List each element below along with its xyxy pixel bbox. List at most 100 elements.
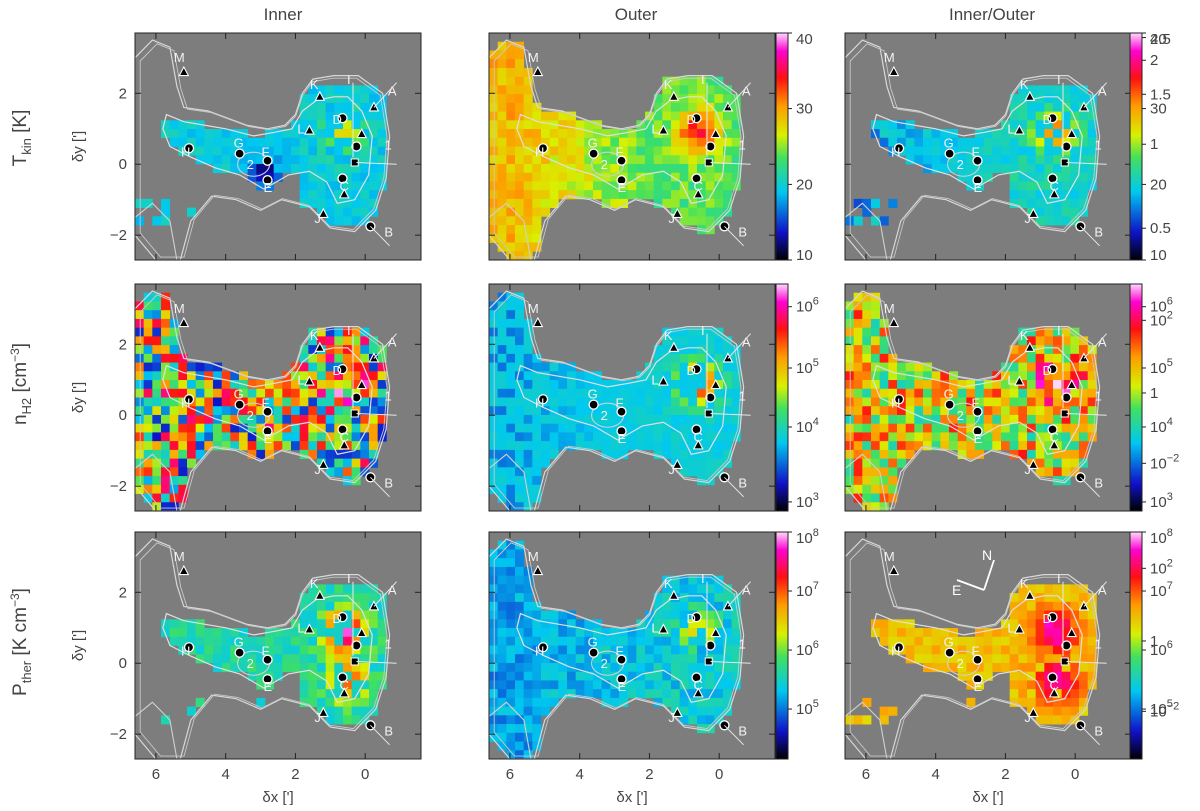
heatmap-cell (1035, 458, 1045, 468)
x-tick-label: 0 (1071, 766, 1079, 783)
heatmap-cell (506, 414, 516, 425)
heatmap-cell (558, 662, 568, 673)
leader-line (724, 225, 744, 247)
marker-triangle (303, 124, 315, 135)
heatmap-cell (601, 380, 611, 390)
heatmap-cell (377, 362, 387, 372)
heatmap-cell (497, 566, 507, 577)
compass-east-line (956, 579, 985, 591)
heatmap-cell (515, 732, 525, 742)
heatmap-cell (575, 619, 585, 629)
heatmap-cell (705, 601, 715, 611)
heatmap-cell (299, 102, 309, 112)
heatmap-cell (1044, 706, 1054, 716)
heatmap-cell (291, 406, 301, 416)
heatmap-cell (497, 102, 507, 112)
heatmap-cell (273, 441, 283, 451)
marker-triangle (888, 564, 900, 576)
heatmap-cell (523, 654, 533, 664)
heatmap-cell (593, 432, 603, 442)
heatmap-cell (497, 558, 507, 568)
heatmap-cell (334, 715, 344, 725)
marker-triangle (368, 101, 380, 112)
heatmap-cell (351, 458, 361, 468)
heatmap-cell (213, 137, 223, 147)
heatmap-cell (369, 371, 379, 381)
heatmap-cell (187, 423, 197, 433)
marker-label: B (738, 475, 747, 490)
heatmap-cell (213, 146, 223, 156)
heatmap-cell (497, 163, 507, 174)
heatmap-cell (888, 406, 898, 416)
heatmap-cell (377, 146, 387, 156)
heatmap-cell (506, 120, 516, 130)
heatmap-cell (1009, 120, 1019, 130)
heatmap-cell (377, 163, 387, 174)
marker-triangle (368, 600, 380, 611)
heatmap-cell (169, 423, 179, 433)
heatmap-cell (653, 198, 663, 209)
heatmap-cell (506, 689, 516, 699)
contour-outer-2 (493, 43, 742, 258)
heatmap-cell (143, 441, 153, 451)
heatmap-cell (679, 645, 689, 655)
heatmap-cell (983, 129, 993, 139)
heatmap-cell (343, 163, 353, 174)
marker-circle (972, 674, 983, 685)
heatmap-cell (308, 362, 318, 372)
heatmap-cell (334, 345, 344, 355)
heatmap-cell (549, 163, 559, 174)
colorbar-tick-label: 0.5 (1150, 220, 1171, 237)
heatmap-cell (888, 449, 898, 460)
heatmap-cell (325, 584, 335, 594)
colorbar-tick-label: 1 (1150, 633, 1158, 650)
heatmap-cell (135, 476, 145, 486)
heatmap-cell (489, 724, 499, 734)
heatmap-cell (1079, 406, 1089, 416)
heatmap-cell (497, 198, 507, 209)
heatmap-cell (688, 353, 698, 363)
heatmap-cell (679, 85, 689, 95)
marker-label: G (588, 387, 598, 402)
heatmap-cell (645, 397, 655, 407)
heatmap-cell (299, 353, 309, 363)
heatmap-cell (1053, 388, 1063, 398)
heatmap-cell (879, 216, 889, 226)
heatmap-cell (187, 371, 197, 381)
heatmap-cell (143, 388, 153, 398)
heatmap-cell (369, 610, 379, 620)
heatmap-cell (1061, 619, 1071, 629)
marker-triangle (657, 124, 669, 135)
heatmap-cell (299, 163, 309, 174)
heatmap-cell (705, 414, 715, 425)
heatmap-cell (1070, 345, 1080, 355)
heatmap-cell (549, 680, 559, 690)
heatmap-cell (610, 423, 620, 433)
heatmap-cell (731, 111, 741, 121)
heatmap-cell (1035, 198, 1045, 209)
heatmap-cell (291, 654, 301, 664)
heatmap-cell (291, 414, 301, 425)
heatmap-cell (1027, 619, 1037, 629)
heatmap-cell (957, 414, 967, 425)
heatmap-cell (178, 458, 188, 468)
heatmap-cell (723, 662, 733, 673)
heatmap-cell (714, 406, 724, 416)
heatmap-cell (584, 645, 594, 655)
heatmap-cell (645, 432, 655, 442)
heatmap-cell (688, 327, 698, 337)
heatmap-cell (497, 697, 507, 708)
heatmap-cell (653, 636, 663, 646)
heatmap-cell (195, 654, 205, 664)
heatmap-cell (187, 449, 197, 460)
heatmap-cell (489, 190, 499, 200)
heatmap-cell (871, 129, 881, 139)
heatmap-cell (871, 198, 881, 209)
heatmap-cell (152, 414, 162, 425)
heatmap-cell (343, 584, 353, 594)
heatmap-cell (135, 432, 145, 442)
marker-triangle (1024, 341, 1036, 352)
heatmap-cell (1018, 388, 1028, 398)
marker-label: J (668, 211, 675, 226)
heatmap-cell (679, 467, 689, 477)
